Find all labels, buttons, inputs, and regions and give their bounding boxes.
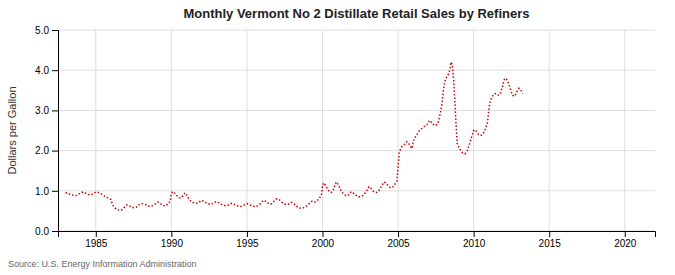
y-tick: 0.0 [35, 226, 58, 237]
grid-line-x [398, 30, 399, 231]
x-tick: 1990 [161, 231, 184, 249]
x-tick-mark [398, 231, 399, 237]
chart: 1985 1990 1995 2000 2005 2010 2015 2020 0.0 1.0 2.… [0, 0, 675, 275]
grid-line-y [58, 70, 655, 71]
y-tick-mark [52, 110, 58, 111]
x-tick: 1985 [85, 231, 108, 249]
grid-line-y [58, 30, 655, 31]
plot-area [66, 62, 523, 210]
grid-line-x [246, 30, 247, 231]
x-tick-label: 1990 [161, 238, 184, 249]
x-axis: 1985 1990 1995 2000 2005 2010 2015 2020 [59, 231, 656, 249]
y-tick-label: 5.0 [35, 25, 49, 36]
x-tick-mark [171, 231, 172, 237]
y-axis-line [52, 31, 59, 232]
y-tick: 1.0 [35, 186, 58, 197]
y-axis: 0.0 1.0 2.0 3.0 4.0 5.0 [35, 25, 58, 237]
x-tick-mark [474, 231, 475, 237]
x-tick: 2005 [387, 231, 410, 249]
x-tick: 2020 [614, 231, 637, 249]
source: Source: U.S. Energy Information Administ… [8, 259, 197, 269]
grid [58, 30, 655, 231]
x-tick-label: 2015 [539, 238, 562, 249]
x-tick-mark [96, 231, 97, 237]
grid-line-y [58, 150, 655, 151]
x-tick-label: 2000 [312, 238, 335, 249]
y-tick: 5.0 [35, 25, 58, 36]
y-tick-label: 4.0 [35, 65, 49, 76]
grid-line-x [95, 30, 96, 231]
x-tick-label: 2005 [387, 238, 410, 249]
x-axis-line [59, 232, 656, 238]
x-tick-mark [625, 231, 626, 237]
y-tick: 4.0 [35, 65, 58, 76]
x-tick-mark [549, 231, 550, 237]
y-tick-mark [52, 151, 58, 152]
y-tick-label: 0.0 [35, 226, 49, 237]
grid-line-y [58, 110, 655, 111]
line [66, 62, 523, 210]
grid-line-x [322, 30, 323, 231]
x-tick: 2010 [463, 231, 486, 249]
x-tick-label: 1995 [236, 238, 259, 249]
y-tick: 2.0 [35, 145, 58, 156]
y-axis-title: Dollars per Gallon [6, 86, 18, 174]
x-tick-label: 1985 [85, 238, 108, 249]
x-tick-label: 2010 [463, 238, 486, 249]
y-tick-mark [52, 191, 58, 192]
grid-line-x [549, 30, 550, 231]
x-tick-label: 2020 [614, 238, 637, 249]
x-tick-mark [247, 231, 248, 237]
y-tick-label: 3.0 [35, 105, 49, 116]
x-tick: 2015 [539, 231, 562, 249]
x-tick: 1995 [236, 231, 259, 249]
y-tick-mark [52, 231, 58, 232]
y-tick-label: 2.0 [35, 145, 49, 156]
y-tick-mark [52, 70, 58, 71]
x-tick: 2000 [312, 231, 335, 249]
y-tick-mark [52, 30, 58, 31]
grid-line-x [171, 30, 172, 231]
grid-line-x [624, 30, 625, 231]
grid-line-y [58, 190, 655, 191]
title: Monthly Vermont No 2 Distillate Retail S… [183, 6, 529, 21]
x-tick-mark [322, 231, 323, 237]
y-tick: 3.0 [35, 105, 58, 116]
y-tick-label: 1.0 [35, 186, 49, 197]
